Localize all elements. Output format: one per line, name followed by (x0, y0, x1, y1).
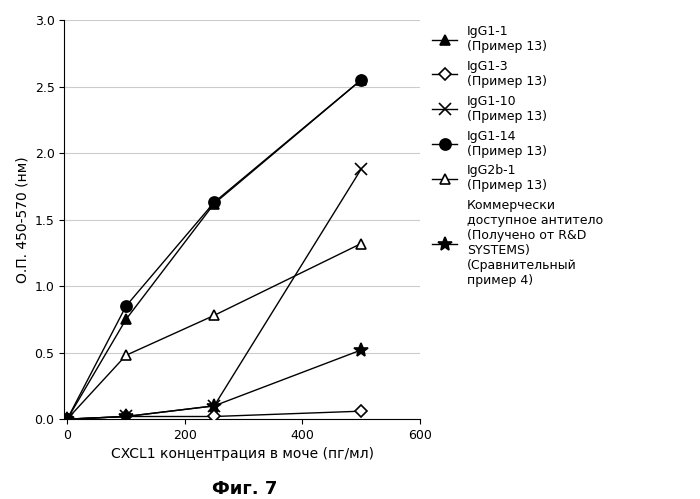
Legend: IgG1-1
(Пример 13), IgG1-3
(Пример 13), IgG1-10
(Пример 13), IgG1-14
(Пример 13): IgG1-1 (Пример 13), IgG1-3 (Пример 13), … (427, 20, 608, 292)
Y-axis label: О.П. 450-570 (нм): О.П. 450-570 (нм) (15, 156, 29, 283)
X-axis label: CXCL1 концентрация в моче (пг/мл): CXCL1 концентрация в моче (пг/мл) (111, 448, 374, 462)
Text: Фиг. 7: Фиг. 7 (212, 480, 278, 498)
